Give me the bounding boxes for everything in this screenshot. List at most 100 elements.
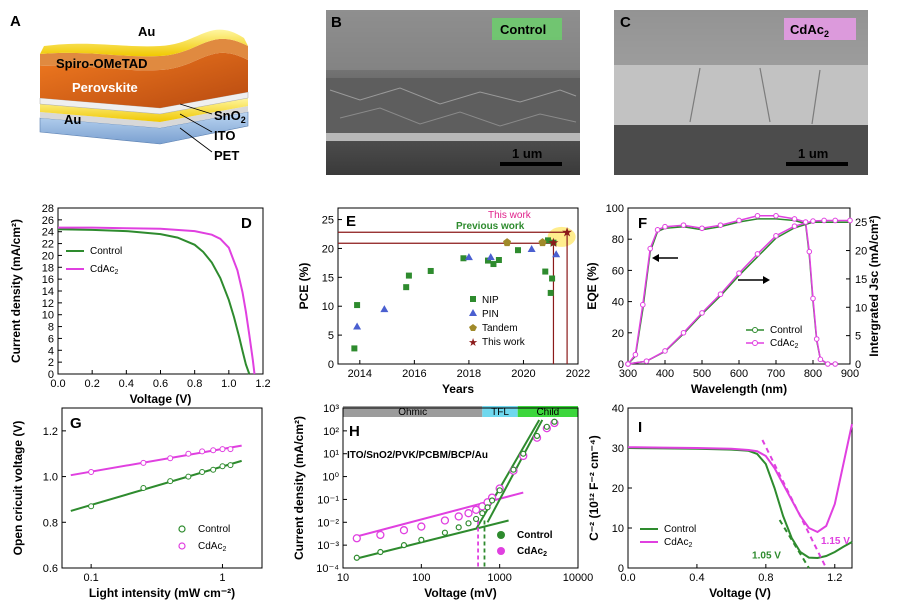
y-tick-label: 10 (322, 301, 334, 313)
arrow-right-head (763, 276, 770, 284)
region-tfl (482, 406, 518, 417)
au-bottom-label: Au (64, 112, 81, 127)
point-nip (354, 302, 361, 309)
y-tick-label: 0.8 (43, 517, 58, 529)
point-marker (717, 222, 724, 228)
point-cdac2 (227, 446, 234, 453)
panel-b: B Control 1 um (326, 10, 580, 175)
y-tick-label: 4 (48, 345, 54, 357)
point-control (543, 423, 550, 430)
legend-swatch (752, 327, 758, 333)
point-marker (825, 361, 831, 367)
extrapolation-cdac2 (761, 439, 828, 569)
panel-label: I (638, 419, 642, 436)
legend-label: CdAc2 (90, 264, 118, 276)
point-control (510, 466, 517, 473)
x-tick-label: 0.0 (50, 378, 65, 390)
y-tick-label: 20 (612, 483, 624, 495)
point-this-work: ★ (561, 224, 573, 239)
panel-label: C (620, 14, 631, 31)
axes-frame (342, 407, 579, 569)
point-control (227, 462, 234, 469)
region-label: Ohmic (398, 407, 427, 418)
legend-swatch (178, 542, 186, 550)
panel-a: A Au Spiro-OMeTAD Perovskite Au SnO2 ITO… (10, 13, 249, 163)
point-marker (773, 232, 779, 239)
y-tick-label: 0.6 (43, 563, 58, 575)
au-top-label: Au (138, 24, 155, 39)
point-control (185, 473, 192, 480)
point-cdac2 (471, 505, 481, 514)
chart-d: 0.0 0.2 0.4 0.6 0.8 1.0 1.20246810121416182022… (9, 203, 271, 406)
scale-bar (786, 162, 848, 166)
x-axis-label: Wavelength (nm) (691, 382, 787, 396)
ito-label: ITO (214, 128, 235, 143)
x-axis-label: Voltage (V) (130, 392, 192, 406)
annotation-previous-work: Previous work (456, 221, 525, 232)
point-control (520, 450, 527, 457)
chart-e: 2014 2016 2018 2020 2022 0 5 10 15 20 25 Years PCE (… (297, 207, 590, 396)
pet-leader (179, 127, 213, 153)
point-cdac2 (88, 469, 95, 475)
y-axis-label: Current density (mA/cm²) (9, 219, 23, 363)
legend-label: PIN (482, 309, 499, 320)
point-nip (460, 255, 467, 262)
y-tick-label: 20 (322, 243, 334, 255)
x-tick-label: 2018 (457, 368, 481, 380)
point-control (418, 536, 425, 543)
x-axis-label: Light intensity (mW cm⁻²) (89, 586, 235, 600)
panel-label: A (10, 13, 21, 30)
y2-tick-label: 5 (855, 331, 861, 343)
point-control (377, 548, 384, 556)
point-marker (847, 217, 853, 224)
point-nip (545, 237, 551, 244)
y-tick-label: 12 (42, 298, 54, 310)
point-marker (680, 222, 687, 228)
x-tick-label: 2014 (348, 368, 372, 380)
legend-label: CdAc2 (770, 338, 798, 350)
y-tick-label: 10 (612, 523, 624, 535)
x-tick-label: 800 (804, 368, 822, 380)
point-marker (791, 223, 798, 229)
x-axis-label: Voltage (V) (709, 586, 771, 600)
fit-line-control (70, 459, 242, 512)
axes-frame (61, 407, 263, 569)
point-control (210, 466, 217, 473)
point-cdac2 (352, 534, 361, 543)
y-tick-label: 6 (48, 333, 54, 345)
point-cdac2 (376, 530, 385, 540)
y2-tick-label: 10 (855, 302, 867, 314)
x-tick-label: 2016 (402, 368, 426, 380)
point-cdac2 (167, 455, 174, 462)
point-nip (547, 289, 554, 296)
legend-label: This work (482, 337, 526, 348)
point-tandem (538, 238, 547, 247)
x-tick-label: 1.0 (221, 378, 236, 390)
point-marker (810, 295, 816, 302)
arrow-left-head (652, 254, 659, 262)
point-marker (754, 251, 761, 257)
panel-label: F (638, 215, 647, 232)
bottom-au-layer (40, 98, 248, 122)
point-marker (654, 227, 661, 233)
point-tandem (503, 238, 512, 247)
point-nip (490, 261, 497, 268)
x-tick-label: 1 (219, 572, 225, 584)
point-marker (832, 361, 839, 367)
legend-label: Control (770, 325, 802, 336)
point-cdac2 (399, 526, 409, 535)
sem-film-layer (614, 65, 868, 125)
sem-grain-lines-2 (339, 107, 577, 127)
region-label: TFL (491, 407, 509, 418)
point-marker (806, 248, 813, 255)
y-tick-label: 28 (42, 203, 54, 215)
legend-label: Control (664, 524, 696, 535)
point-marker (754, 213, 761, 219)
axes-frame (337, 207, 579, 365)
y-tick-label: 60 (612, 265, 624, 277)
series-line-control-eqe (627, 218, 836, 365)
panel-label: B (331, 14, 342, 31)
chart-i: 0.0 0.4 0.8 1.2 0 10 20 30 40 Voltage (V) C⁻² (10¹… (587, 403, 853, 600)
y-tick-label: 20 (42, 250, 54, 262)
point-cdac2 (440, 516, 450, 525)
